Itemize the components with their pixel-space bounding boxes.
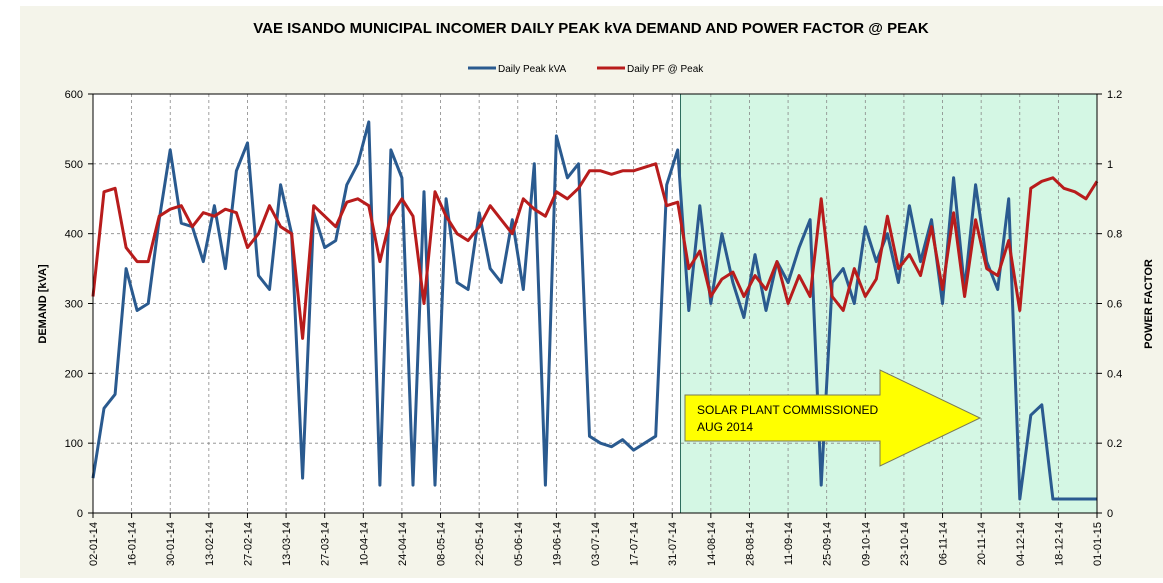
x-tick-label: 14-08-14 <box>706 522 718 566</box>
series-line <box>91 120 1097 501</box>
x-tick-label: 31-07-14 <box>667 522 679 566</box>
chart-title: VAE ISANDO MUNICIPAL INCOMER DAILY PEAK … <box>253 20 929 37</box>
x-tick-label: 18-12-14 <box>1053 522 1065 566</box>
x-tick-label: 30-01-14 <box>165 522 177 566</box>
x-tick-label: 23-10-14 <box>899 522 911 566</box>
x-tick-label: 27-03-14 <box>320 522 332 566</box>
y2-tick-label: 1.2 <box>1107 89 1122 101</box>
x-tick-label: 16-01-14 <box>127 522 139 566</box>
x-tick-label: 17-07-14 <box>629 522 641 566</box>
y2-tick-label: 1 <box>1107 159 1113 171</box>
y-tick-label: 600 <box>65 89 83 101</box>
x-tick-label: 05-06-14 <box>513 522 525 566</box>
x-tick-label: 11-09-14 <box>783 522 795 565</box>
y-tick-label: 500 <box>65 159 83 171</box>
y2-tick-label: 0.2 <box>1107 438 1122 450</box>
x-tick-label: 09-10-14 <box>860 522 872 566</box>
y-axis-label: DEMAND [kVA] <box>37 264 49 344</box>
y2-tick-label: 0 <box>1107 508 1113 520</box>
y-tick-label: 400 <box>65 229 83 241</box>
y2-tick-label: 0.8 <box>1107 229 1122 241</box>
x-tick-label: 01-01-15 <box>1092 522 1104 566</box>
annotation-arrow <box>684 369 982 467</box>
x-tick-label: 24-04-14 <box>397 522 409 566</box>
x-tick-label: 03-07-14 <box>590 522 602 566</box>
y2-tick-label: 0.6 <box>1107 299 1122 311</box>
legend-label: Daily Peak kVA <box>498 64 567 75</box>
x-tick-label: 02-01-14 <box>88 522 100 566</box>
annotation-text: AUG 2014 <box>697 420 753 434</box>
x-tick-label: 06-11-14 <box>938 522 950 565</box>
legend-label: Daily PF @ Peak <box>627 64 704 75</box>
x-tick-label: 04-12-14 <box>1015 522 1027 566</box>
x-tick-label: 25-09-14 <box>822 522 834 566</box>
annotation-text: SOLAR PLANT COMMISSIONED <box>697 403 878 417</box>
x-tick-label: 19-06-14 <box>551 522 563 566</box>
annotation-group: SOLAR PLANT COMMISSIONED AUG 2014 <box>684 369 982 467</box>
x-tick-label: 20-11-14 <box>976 522 988 565</box>
plot-border <box>92 93 1098 514</box>
x-tick-label: 27-02-14 <box>242 522 254 566</box>
x-tick-label: 13-02-14 <box>204 522 216 566</box>
x-tick-label: 10-04-14 <box>358 522 370 566</box>
x-tick-label: 22-05-14 <box>474 522 486 566</box>
y2-tick-label: 0.4 <box>1107 368 1122 380</box>
y-tick-label: 0 <box>77 508 83 520</box>
series-line <box>91 162 1099 340</box>
x-tick-label: 28-08-14 <box>744 522 756 566</box>
y-tick-label: 100 <box>65 438 83 450</box>
y-tick-label: 300 <box>65 299 83 311</box>
x-tick-label: 08-05-14 <box>436 522 448 566</box>
series-lines <box>91 120 1099 501</box>
x-tick-label: 13-03-14 <box>281 522 293 566</box>
y-tick-label: 200 <box>65 368 83 380</box>
axes: 0 100 200 300 400 500 600 0 0.2 0.4 0.6 0.8 1 1.2 02-0… <box>65 89 1123 566</box>
y2-axis-label: POWER FACTOR <box>1143 259 1155 349</box>
